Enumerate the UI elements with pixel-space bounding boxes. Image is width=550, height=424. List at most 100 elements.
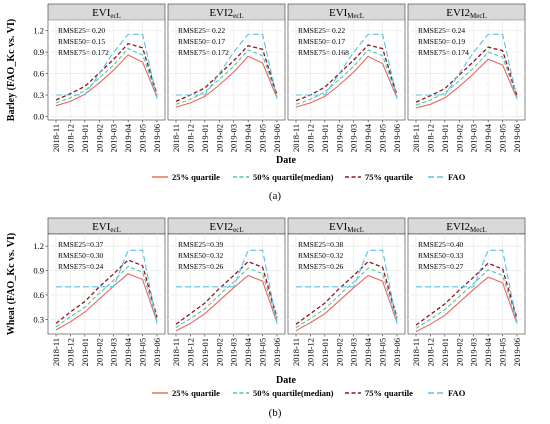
rmse-label: RMSE25=0.39 xyxy=(178,240,224,249)
x-tick-label: 2019-02 xyxy=(214,124,224,152)
x-tick-label: 2019-03 xyxy=(349,124,359,152)
series-line xyxy=(295,55,398,108)
x-tick-label: 2019-06 xyxy=(152,124,162,152)
rmse-label: RMSE25=0.40 xyxy=(418,240,464,249)
facet-panel: EVI2ecLRMSE25=0.39RMSE50=0.32RMSE75=0.26… xyxy=(167,217,286,366)
x-tick-label: 2019-02 xyxy=(454,338,464,366)
y-tick-label: 0.0 xyxy=(33,111,44,121)
caption-a: (a) xyxy=(269,190,282,202)
x-tick-label: 2019-02 xyxy=(94,124,104,152)
series-line xyxy=(55,54,158,107)
panel-background xyxy=(407,19,526,121)
legend-label: 50% quartile(median) xyxy=(253,172,334,182)
x-tick-label: 2019-03 xyxy=(229,338,239,366)
series-line xyxy=(295,44,398,102)
x-tick-label: 2019-06 xyxy=(392,124,402,152)
y-tick-label: 0.3 xyxy=(33,90,44,100)
x-tick-label: 2018-12 xyxy=(305,338,315,366)
series-line xyxy=(295,49,398,105)
panel-background xyxy=(287,19,406,121)
x-tick-label: 2019-01 xyxy=(80,338,90,366)
legend-label: 75% quartile xyxy=(365,388,413,398)
facet-panel: EVIecLRMSE25=0.37RMSE50=0.30RMSE75=0.242… xyxy=(47,217,166,366)
legend-label: 25% quartile xyxy=(172,172,220,182)
figure-b: Wheat (FAO_Kc vs. VI) 0.30.60.91.2EVIecLR… xyxy=(6,217,526,398)
series-line xyxy=(55,259,158,324)
panel-background xyxy=(47,233,166,335)
x-tick-label: 2019-01 xyxy=(440,338,450,366)
x-tick-label: 2019-05 xyxy=(138,124,148,152)
rmse-label: RMSE75= 0.174 xyxy=(418,48,469,57)
legend-label: 50% quartile(median) xyxy=(253,388,334,398)
x-tick-label: 2019-05 xyxy=(138,338,148,366)
rmse-label: RMSE50= 0.15 xyxy=(58,37,105,46)
x-tick-label: 2019-04 xyxy=(363,337,373,366)
legend-label: FAO xyxy=(448,388,466,398)
series-line xyxy=(415,46,518,103)
x-tick-label: 2019-03 xyxy=(469,338,479,366)
y-tick-label: 0.9 xyxy=(33,47,44,57)
rmse-label: RMSE25=0.38 xyxy=(298,240,344,249)
legend: 25% quartile 50% quartile(median) 75% quar… xyxy=(152,388,466,398)
x-tick-label: 2019-04 xyxy=(483,337,493,366)
x-tick-label: 2019-03 xyxy=(109,338,119,366)
legend: 25% quartile 50% quartile(median) 75% quar… xyxy=(152,172,466,182)
rmse-label: RMSE75=0.27 xyxy=(418,262,464,271)
rmse-label: RMSE75=0.26 xyxy=(178,262,224,271)
rmse-label: RMSE75= 0.172 xyxy=(178,48,229,57)
rmse-label: RMSE75=0.26 xyxy=(298,262,344,271)
series-line xyxy=(175,55,278,108)
series-line xyxy=(415,262,518,326)
x-tick-label: 2019-06 xyxy=(512,124,522,152)
rmse-label: RMSE50=0.32 xyxy=(178,251,224,260)
x-tick-label: 2019-03 xyxy=(349,338,359,366)
x-tick-label: 2018-11 xyxy=(411,124,421,152)
y-axis-title: Wheat (FAO_Kc vs. VI) xyxy=(6,233,17,335)
y-tick-label: 0.9 xyxy=(33,266,44,276)
panel-background xyxy=(47,19,166,121)
x-tick-label: 2019-01 xyxy=(200,124,210,152)
x-tick-label: 2018-11 xyxy=(171,124,181,152)
caption-b: (b) xyxy=(269,407,282,419)
series-line xyxy=(415,58,518,109)
x-tick-label: 2019-06 xyxy=(512,338,522,366)
x-tick-label: 2018-12 xyxy=(425,338,435,366)
x-tick-label: 2019-05 xyxy=(378,338,388,366)
y-tick-label: 0.6 xyxy=(33,290,44,300)
x-tick-label: 2019-06 xyxy=(272,124,282,152)
x-tick-label: 2018-12 xyxy=(65,124,75,152)
series-line xyxy=(415,276,518,333)
y-tick-label: 1.2 xyxy=(33,26,44,36)
series-line xyxy=(55,273,158,331)
figure-a: Barley (FAO_Kc vs. VI) 0.00.30.60.91.2EVI… xyxy=(6,3,526,182)
x-tick-label: 2018-11 xyxy=(51,124,61,152)
rmse-label: RMSE75= 0.172 xyxy=(58,48,109,57)
x-tick-label: 2019-04 xyxy=(363,123,373,152)
series-line xyxy=(415,269,518,329)
x-tick-label: 2019-05 xyxy=(378,124,388,152)
series-line xyxy=(175,49,278,105)
legend-label: 25% quartile xyxy=(172,388,220,398)
y-tick-label: 0.6 xyxy=(33,69,44,79)
x-tick-label: 2019-01 xyxy=(440,124,450,152)
series-line xyxy=(176,33,278,99)
series-line xyxy=(296,33,398,99)
rmse-label: RMSE75=0.24 xyxy=(58,262,104,271)
x-tick-label: 2019-01 xyxy=(80,124,90,152)
series-line xyxy=(175,274,278,332)
series-line xyxy=(295,267,398,328)
x-tick-label: 2018-12 xyxy=(185,124,195,152)
x-tick-label: 2019-05 xyxy=(498,124,508,152)
rmse-label: RMSE50= 0.19 xyxy=(418,37,465,46)
series-line xyxy=(175,260,278,325)
series-line xyxy=(416,249,518,324)
x-tick-label: 2019-04 xyxy=(243,337,253,366)
x-tick-label: 2018-11 xyxy=(51,338,61,366)
legend-label: 75% quartile xyxy=(365,172,413,182)
x-tick-label: 2018-11 xyxy=(171,338,181,366)
x-tick-label: 2019-03 xyxy=(469,124,479,152)
y-tick-label: 0.3 xyxy=(33,314,44,324)
series-line xyxy=(55,42,158,101)
